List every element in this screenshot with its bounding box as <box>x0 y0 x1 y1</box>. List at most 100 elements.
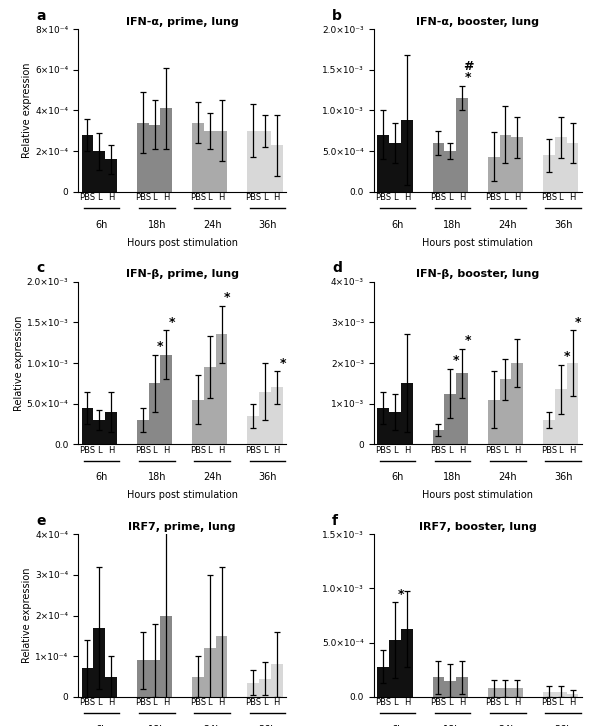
Bar <box>192 399 204 444</box>
Bar <box>456 373 468 444</box>
Bar <box>500 379 511 444</box>
Text: 36h: 36h <box>554 725 572 726</box>
Text: 36h: 36h <box>258 725 277 726</box>
Bar <box>566 143 578 192</box>
Text: e: e <box>37 513 46 528</box>
Text: *: * <box>465 71 471 84</box>
Bar <box>456 677 468 697</box>
Text: *: * <box>169 316 176 329</box>
Text: 18h: 18h <box>148 472 166 482</box>
Text: 24h: 24h <box>203 220 221 229</box>
Bar <box>543 155 555 192</box>
Bar <box>137 420 149 444</box>
Text: 6h: 6h <box>391 472 404 482</box>
Bar <box>204 367 215 444</box>
Title: IFN-β, booster, lung: IFN-β, booster, lung <box>416 269 539 280</box>
Bar <box>247 131 259 192</box>
Bar <box>271 664 283 697</box>
Bar <box>543 420 555 444</box>
Bar <box>82 669 94 697</box>
Text: 6h: 6h <box>95 472 108 482</box>
Text: d: d <box>332 261 342 275</box>
Bar <box>401 121 413 192</box>
Text: 6h: 6h <box>391 725 404 726</box>
Bar <box>566 694 578 697</box>
Bar <box>137 123 149 192</box>
Bar <box>433 431 445 444</box>
Bar <box>94 628 105 697</box>
Bar <box>215 131 227 192</box>
Text: 36h: 36h <box>554 472 572 482</box>
Text: 36h: 36h <box>258 220 277 229</box>
Bar <box>445 151 456 192</box>
Text: 18h: 18h <box>443 472 462 482</box>
Title: IFN-α, booster, lung: IFN-α, booster, lung <box>416 17 539 27</box>
Text: 18h: 18h <box>443 220 462 229</box>
Text: *: * <box>224 291 231 304</box>
Y-axis label: Relative expression: Relative expression <box>14 315 24 411</box>
Bar <box>105 412 117 444</box>
Text: 24h: 24h <box>203 472 221 482</box>
Y-axis label: Relative expression: Relative expression <box>22 62 32 158</box>
Bar <box>204 648 215 697</box>
Bar <box>488 688 500 697</box>
Bar <box>433 677 445 697</box>
Y-axis label: Relative expression: Relative expression <box>22 568 32 664</box>
Text: *: * <box>280 356 286 370</box>
Bar <box>192 677 204 697</box>
Title: IFN-β, prime, lung: IFN-β, prime, lung <box>125 269 239 280</box>
Text: *: * <box>453 354 460 367</box>
Text: c: c <box>37 261 44 275</box>
Bar <box>389 640 401 697</box>
Text: 24h: 24h <box>499 472 517 482</box>
Bar <box>149 125 160 192</box>
Text: b: b <box>332 9 342 23</box>
Bar <box>105 160 117 192</box>
Text: Hours post stimulation: Hours post stimulation <box>422 237 533 248</box>
Bar <box>377 135 389 192</box>
Text: Hours post stimulation: Hours post stimulation <box>127 237 238 248</box>
Bar <box>192 123 204 192</box>
Bar <box>160 108 172 192</box>
Bar <box>500 688 511 697</box>
Bar <box>566 363 578 444</box>
Bar <box>247 416 259 444</box>
Bar <box>137 661 149 697</box>
Bar <box>456 98 468 192</box>
Text: 24h: 24h <box>499 220 517 229</box>
Bar <box>271 145 283 192</box>
Bar <box>204 131 215 192</box>
Bar <box>247 682 259 697</box>
Bar <box>259 131 271 192</box>
Bar <box>215 636 227 697</box>
Text: f: f <box>332 513 338 528</box>
Bar <box>488 157 500 192</box>
Bar <box>160 355 172 444</box>
Text: 24h: 24h <box>203 725 221 726</box>
Text: 18h: 18h <box>148 220 166 229</box>
Bar <box>160 616 172 697</box>
Title: IFN-α, prime, lung: IFN-α, prime, lung <box>126 17 239 27</box>
Title: IRF7, booster, lung: IRF7, booster, lung <box>419 522 537 532</box>
Bar <box>488 399 500 444</box>
Bar <box>259 679 271 697</box>
Text: *: * <box>465 334 471 347</box>
Bar <box>389 143 401 192</box>
Bar <box>511 137 523 192</box>
Bar <box>511 688 523 697</box>
Bar <box>401 629 413 697</box>
Text: *: * <box>563 351 570 364</box>
Text: *: * <box>157 340 164 354</box>
Bar <box>82 408 94 444</box>
Bar <box>433 143 445 192</box>
Text: 18h: 18h <box>148 725 166 726</box>
Bar <box>377 408 389 444</box>
Bar <box>94 420 105 444</box>
Bar <box>543 692 555 697</box>
Bar <box>82 135 94 192</box>
Text: #: # <box>463 60 473 73</box>
Bar <box>555 692 566 697</box>
Text: 6h: 6h <box>95 220 108 229</box>
Bar <box>94 151 105 192</box>
Text: 24h: 24h <box>499 725 517 726</box>
